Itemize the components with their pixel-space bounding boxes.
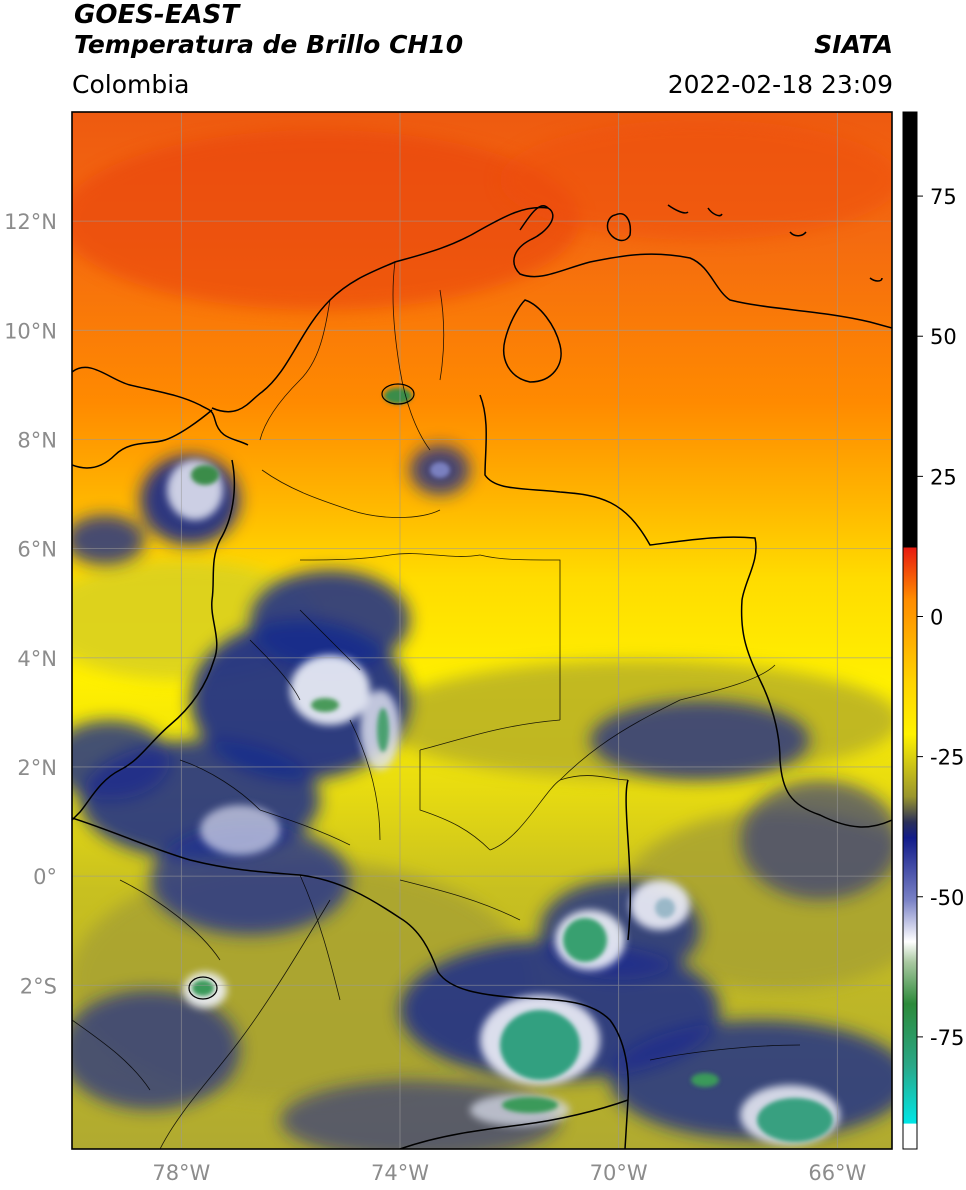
colorbar-tick-label: -50 bbox=[930, 886, 964, 910]
region-label: Colombia bbox=[72, 70, 190, 99]
colorbar-tick-label: 25 bbox=[930, 465, 957, 489]
colorbar-ramp bbox=[903, 112, 917, 1149]
latitude-tick-label: 2°S bbox=[20, 974, 57, 998]
product-title: Temperatura de Brillo CH10 bbox=[74, 30, 464, 59]
department-borders bbox=[72, 261, 801, 1149]
colorbar-tick-label: -75 bbox=[930, 1026, 964, 1050]
latitude-tick-label: 8°N bbox=[17, 428, 57, 452]
colorbar-frame bbox=[902, 111, 918, 1150]
latitude-tick-label: 4°N bbox=[17, 647, 57, 671]
longitude-tick-label: 66°W bbox=[808, 1161, 866, 1185]
longitude-tick-labels: 78°W 74°W 70°W 66°W bbox=[152, 1161, 866, 1185]
colorbar-tick-label: 0 bbox=[930, 605, 943, 629]
coastlines-and-borders bbox=[72, 204, 892, 1149]
colorbar-tick-label: 50 bbox=[930, 325, 957, 349]
colorbar-tick-label: -25 bbox=[930, 746, 964, 770]
colorbar-ticks: 75 50 25 0 -25 -50 -75 bbox=[917, 185, 964, 1050]
latitude-tick-label: 6°N bbox=[17, 538, 57, 562]
satellite-title: GOES-EAST bbox=[74, 0, 240, 30]
gridlines bbox=[72, 112, 892, 1149]
colorbar: 75 50 25 0 -25 -50 -75 bbox=[902, 111, 964, 1150]
latitude-tick-label: 12°N bbox=[4, 210, 57, 234]
longitude-tick-label: 74°W bbox=[371, 1161, 429, 1185]
brightness-temperature-field bbox=[72, 112, 892, 1149]
coldest-tops-green bbox=[191, 388, 833, 1142]
colorbar-tick-label: 75 bbox=[930, 185, 957, 209]
latitude-tick-label: 2°N bbox=[17, 756, 57, 780]
longitude-tick-label: 78°W bbox=[152, 1161, 210, 1185]
organization-label: SIATA bbox=[814, 30, 893, 59]
latitude-tick-labels: 12°N 10°N 8°N 6°N 4°N 2°N 0° 2°S bbox=[4, 210, 57, 998]
map-frame bbox=[71, 111, 893, 1150]
latitude-tick-label: 10°N bbox=[4, 319, 57, 343]
longitude-tick-label: 70°W bbox=[590, 1161, 648, 1185]
lakes bbox=[188, 383, 415, 1000]
latitude-tick-label: 0° bbox=[33, 865, 57, 889]
datetime-label: 2022-02-18 23:09 bbox=[667, 70, 893, 99]
